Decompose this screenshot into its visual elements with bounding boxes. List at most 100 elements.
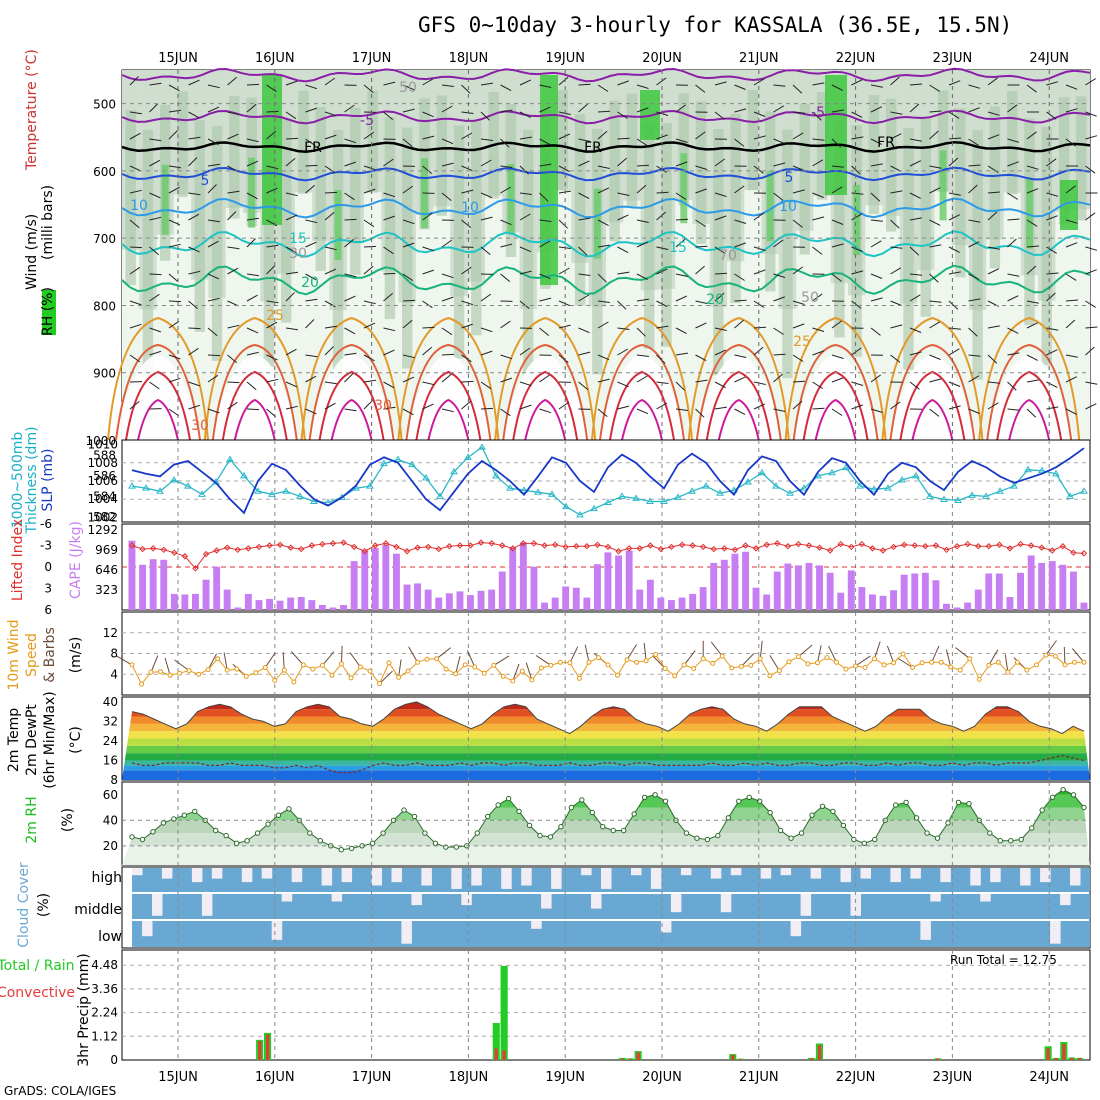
li-point [223, 544, 231, 551]
wind-barb [1065, 242, 1078, 248]
wind-point [929, 659, 935, 665]
contour-label: 50 [399, 80, 417, 96]
wind-barb [500, 243, 513, 248]
date-axis-top: 15JUN 16JUN 17JUN 18JUN 19JUN 20JUN 21JUN 22JUN… [158, 51, 1069, 66]
li-point [826, 547, 834, 554]
rh-band-mid [1041, 126, 1052, 366]
li-point [890, 543, 897, 551]
wind-barb [909, 351, 922, 356]
wind-barb [149, 327, 161, 333]
wind-barb [266, 321, 278, 329]
rh-band-mid [678, 93, 689, 206]
wind-barb [129, 354, 141, 363]
wind-barb [383, 81, 396, 86]
isotherm-35 [802, 370, 869, 441]
rh-point [150, 829, 156, 835]
cape-bar [498, 571, 506, 610]
wind-barb [246, 138, 259, 143]
contour-label: FR [584, 140, 602, 156]
wind-barb [948, 111, 960, 119]
cloud-gap [760, 868, 772, 879]
date-axis-bottom: 15JUN 16JUN 17JUN 18JUN 19JUN 20JUN 21JUN 22JUN… [158, 1070, 1069, 1085]
wind-barb [636, 84, 649, 89]
wind-barb [948, 137, 962, 140]
wind-barb [383, 246, 394, 255]
wind-point [215, 656, 221, 662]
wind-barb [695, 219, 706, 227]
rh-spike [540, 75, 558, 285]
thickness-point [744, 478, 752, 485]
cloud-gap [1050, 921, 1061, 944]
wind-barb [422, 212, 433, 221]
wind-barb [149, 103, 159, 113]
cape-bar [414, 583, 421, 610]
slp-tick: 1008 [87, 456, 118, 470]
wind-barb [597, 187, 610, 194]
wind-point [510, 678, 516, 684]
thickness-point [380, 459, 388, 467]
isotherm-30 [308, 343, 395, 441]
thickness-point [436, 492, 444, 499]
wind-barb [1046, 81, 1059, 86]
wind-barb [1072, 648, 1085, 663]
wind-barb [441, 105, 453, 113]
wind-barb [266, 408, 277, 418]
cape-bar [921, 572, 929, 610]
wind-barb [643, 642, 647, 661]
li-point [689, 542, 696, 549]
wind-barb [1065, 376, 1078, 383]
wind-barb [168, 408, 180, 417]
wind-barb [322, 651, 335, 666]
isotherm-40 [233, 398, 276, 441]
li-point [393, 543, 400, 551]
wind-barb [246, 83, 260, 86]
wind-barb [441, 239, 453, 248]
cloud-gap [780, 868, 792, 876]
wind-barb [422, 269, 434, 275]
cape-bar [995, 573, 1003, 610]
cape-bar [699, 587, 707, 610]
isotherm-minus10 [121, 67, 1091, 83]
temp-tick: 40 [103, 695, 118, 709]
cape-bar [879, 595, 887, 610]
wind-barb [929, 84, 940, 92]
date-label-top: 21JUN [739, 51, 779, 66]
wind-barb [597, 408, 608, 417]
contour-label: 20 [301, 275, 319, 291]
li-point [298, 545, 305, 553]
wind-point [624, 657, 630, 663]
wind-barb [968, 354, 981, 357]
li-point [551, 541, 559, 548]
rh-band-mid [402, 127, 413, 369]
wind-barb [149, 82, 162, 86]
wind-barb [870, 192, 881, 202]
cape-bar [646, 579, 654, 610]
li-point [499, 542, 506, 549]
isotherm-40 [137, 398, 179, 441]
wind-barb [1026, 219, 1038, 227]
wind-point [729, 665, 735, 671]
cape-bar [657, 597, 665, 610]
li-point [446, 543, 453, 550]
precip-total-bar [500, 965, 508, 1060]
isotherm-40 [1008, 398, 1051, 441]
wind-point [1005, 669, 1011, 675]
wind-barb [890, 324, 903, 329]
thickness-point [128, 482, 136, 489]
cloud-gap [920, 921, 931, 940]
thickness-point [1052, 469, 1060, 477]
wind-barb [773, 273, 786, 278]
contour-label: 30 [289, 246, 307, 262]
wind-barb [264, 652, 276, 668]
rh-point [401, 807, 407, 813]
wind-barb [636, 408, 649, 415]
wind-barb [500, 165, 513, 168]
wind-barb [909, 327, 922, 333]
wind-barb [968, 84, 981, 89]
wind-barb [285, 80, 298, 86]
wind-barb [150, 655, 159, 673]
cloud-level-middle: middle [74, 902, 122, 918]
upper-ylabel-rh: RH (%) [40, 287, 56, 336]
wind-point [243, 673, 249, 679]
thickness-point [198, 490, 206, 497]
